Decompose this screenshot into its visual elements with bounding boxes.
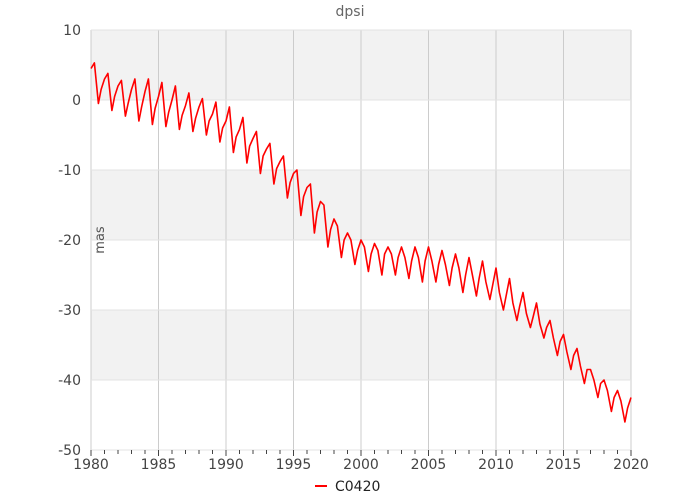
y-axis-label: mas [93, 226, 108, 254]
x-tick-label: 1985 [141, 457, 177, 473]
y-tick-label: -50 [58, 443, 81, 459]
x-axis: 1980 1985 1990 1995 2000 2005 2010 2015 2020 [73, 450, 649, 473]
legend-label: C0420 [335, 479, 380, 495]
x-tick-label: 2015 [546, 457, 582, 473]
series-group [90, 62, 632, 423]
x-tick-label: 2005 [411, 457, 447, 473]
chart-title: dpsi [336, 4, 365, 20]
legend: C0420 [315, 479, 380, 495]
y-tick-label: -10 [58, 163, 81, 179]
y-axis: 10 0 -10 -20 -30 -40 -50 [58, 23, 81, 459]
x-tick-label: 2020 [613, 457, 649, 473]
x-tick-label: 2000 [343, 457, 379, 473]
x-tick-label: 2010 [478, 457, 514, 473]
series-line [90, 62, 632, 423]
y-tick-label: -40 [58, 373, 81, 389]
y-tick-label: 10 [63, 23, 81, 39]
y-tick-label: 0 [72, 93, 81, 109]
y-tick-label: -20 [58, 233, 81, 249]
x-tick-label: 1990 [208, 457, 244, 473]
y-tick-label: -30 [58, 303, 81, 319]
x-tick-label: 1980 [73, 457, 109, 473]
x-tick-label: 1995 [276, 457, 312, 473]
